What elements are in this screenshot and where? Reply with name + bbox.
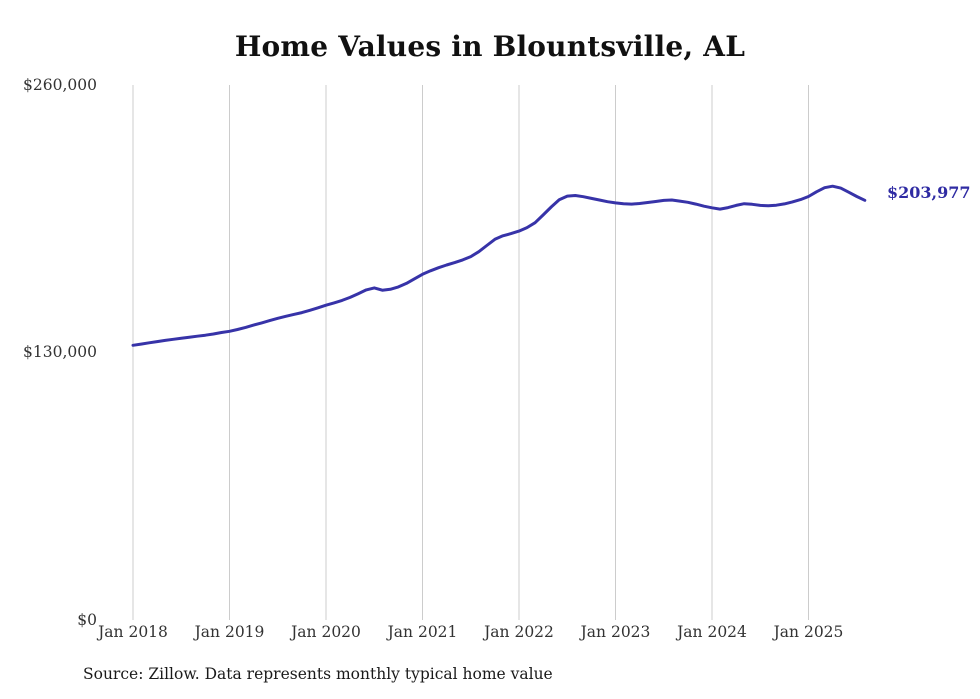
y-tick-label-0: $0 <box>77 611 97 629</box>
x-tick-label: Jan 2025 <box>772 623 844 641</box>
home-value-line <box>131 184 867 347</box>
y-tick-label-130000: $130,000 <box>23 343 97 361</box>
x-tick-label: Jan 2022 <box>482 623 554 641</box>
y-tick-label-260000: $260,000 <box>23 76 97 94</box>
source-note: Source: Zillow. Data represents monthly … <box>83 665 553 683</box>
x-tick-label: Jan 2019 <box>193 623 265 641</box>
x-axis-labels: Jan 2018 Jan 2019 Jan 2020 Jan 2021 Jan 2022… <box>96 623 843 641</box>
chart-title: Home Values in Blountsville, AL <box>234 30 746 63</box>
latest-value-label: $203,977 <box>887 183 971 202</box>
x-tick-label: Jan 2023 <box>579 623 651 641</box>
x-tick-label: Jan 2020 <box>289 623 361 641</box>
x-tick-label: Jan 2021 <box>386 623 458 641</box>
x-tick-label: Jan 2024 <box>675 623 747 641</box>
gridlines <box>132 85 809 620</box>
x-tick-label: Jan 2018 <box>96 623 168 641</box>
